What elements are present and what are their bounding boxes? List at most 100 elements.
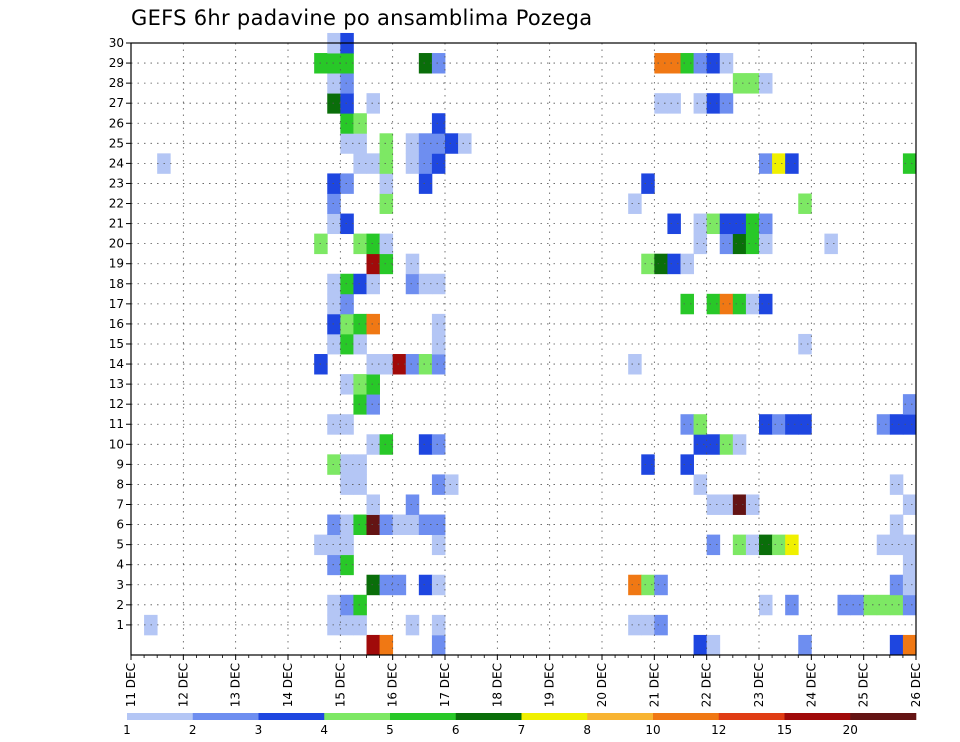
precip-cell bbox=[405, 494, 420, 515]
colorbar-label: 12 bbox=[711, 723, 726, 737]
precip-cell bbox=[379, 354, 394, 375]
x-axis: 11 DEC 12 DEC 13 DEC 14 DEC 15 DEC 16 DEC 17 D… bbox=[124, 655, 923, 707]
precip-cell bbox=[353, 454, 367, 475]
precip-cell bbox=[366, 394, 380, 415]
y-tick-label: 5 bbox=[116, 538, 124, 552]
precip-cell bbox=[902, 534, 917, 556]
precip-cell bbox=[889, 594, 904, 616]
x-tick-label: 25 DEC bbox=[857, 663, 871, 707]
precip-cell bbox=[366, 93, 380, 114]
precip-cell bbox=[902, 574, 917, 596]
precip-cell bbox=[431, 614, 446, 636]
gridlines bbox=[131, 42, 916, 655]
y-tick-label: 4 bbox=[116, 558, 124, 572]
precip-cell bbox=[340, 173, 354, 194]
precip-cell bbox=[366, 514, 380, 536]
precip-cell bbox=[366, 574, 380, 596]
precip-cell bbox=[889, 634, 904, 656]
x-tick-label: 15 DEC bbox=[333, 663, 347, 707]
precip-cell bbox=[366, 273, 380, 295]
precip-cell bbox=[902, 153, 917, 174]
precip-cell bbox=[366, 374, 380, 395]
precip-cell bbox=[366, 313, 380, 335]
precip-cell bbox=[379, 574, 394, 596]
colorbar-swatch bbox=[455, 713, 522, 720]
y-tick-label: 30 bbox=[109, 36, 124, 50]
precip-cell bbox=[353, 474, 367, 495]
precip-cell bbox=[745, 73, 760, 94]
precip-cell bbox=[431, 113, 446, 134]
precip-cell bbox=[379, 133, 394, 154]
precip-cell bbox=[706, 93, 721, 114]
y-tick-label: 13 bbox=[109, 377, 124, 391]
precip-cell bbox=[759, 534, 773, 556]
precip-cell bbox=[418, 514, 433, 536]
x-tick-label: 24 DEC bbox=[804, 663, 818, 707]
precip-cell bbox=[379, 153, 394, 174]
y-tick-label: 20 bbox=[109, 237, 124, 251]
precip-cell bbox=[719, 494, 734, 515]
y-tick-label: 15 bbox=[109, 337, 124, 351]
precip-cell bbox=[706, 494, 721, 515]
precip-cell bbox=[772, 153, 786, 174]
precip-cell bbox=[431, 574, 446, 596]
precip-cell bbox=[667, 253, 681, 275]
precip-cell bbox=[379, 173, 394, 194]
precip-cell bbox=[706, 534, 721, 556]
precip-cell bbox=[641, 614, 655, 636]
precip-cell bbox=[340, 113, 354, 134]
precip-cell bbox=[876, 414, 891, 435]
precip-cell bbox=[340, 133, 354, 154]
precip-cell bbox=[340, 333, 354, 355]
precip-cell bbox=[340, 554, 354, 576]
precip-cell bbox=[732, 233, 747, 255]
precip-cell bbox=[353, 113, 367, 134]
y-tick-label: 14 bbox=[109, 357, 124, 371]
precip-cell bbox=[745, 534, 760, 556]
precip-cell bbox=[340, 53, 354, 74]
precip-cell bbox=[693, 474, 708, 495]
y-tick-label: 8 bbox=[116, 477, 124, 491]
precip-cell bbox=[340, 313, 354, 335]
y-tick-label: 18 bbox=[109, 277, 124, 291]
precip-cell bbox=[759, 414, 773, 435]
x-tick-label: 13 DEC bbox=[229, 663, 243, 707]
precip-cell bbox=[628, 193, 642, 214]
colorbar-swatch bbox=[784, 713, 851, 720]
colorbar-swatch bbox=[521, 713, 588, 720]
x-tick-label: 21 DEC bbox=[647, 663, 661, 707]
y-tick-label: 22 bbox=[109, 197, 124, 211]
precip-cell bbox=[431, 313, 446, 335]
colorbar-label: 8 bbox=[583, 723, 591, 737]
colorbar-swatch bbox=[718, 713, 785, 720]
colorbar-label: 4 bbox=[320, 723, 328, 737]
precip-cell bbox=[732, 213, 747, 235]
precip-cell bbox=[693, 233, 708, 255]
x-tick-label: 17 DEC bbox=[438, 663, 452, 707]
precip-cell bbox=[353, 614, 367, 636]
precip-cell bbox=[641, 253, 655, 275]
precip-cell bbox=[445, 133, 459, 154]
precip-cell bbox=[418, 173, 433, 194]
x-tick-label: 20 DEC bbox=[595, 663, 609, 707]
colorbar-label: 1 bbox=[123, 723, 131, 737]
precip-cell bbox=[902, 394, 917, 415]
precip-cell bbox=[353, 394, 367, 415]
precip-cell bbox=[719, 53, 734, 74]
precip-cell bbox=[431, 53, 446, 74]
precip-cell bbox=[379, 514, 394, 536]
y-tick-label: 19 bbox=[109, 257, 124, 271]
precip-cell bbox=[418, 273, 433, 295]
precip-cell bbox=[392, 514, 407, 536]
x-tick-label: 12 DEC bbox=[176, 663, 190, 707]
precip-cell bbox=[654, 574, 668, 596]
y-tick-label: 6 bbox=[116, 518, 124, 532]
precip-cell bbox=[889, 414, 904, 435]
precip-cell bbox=[418, 434, 433, 455]
precip-cell bbox=[680, 53, 694, 74]
precip-cell bbox=[902, 554, 917, 576]
precip-cell bbox=[353, 153, 367, 174]
precip-cell bbox=[745, 233, 760, 255]
y-tick-label: 2 bbox=[116, 598, 124, 612]
